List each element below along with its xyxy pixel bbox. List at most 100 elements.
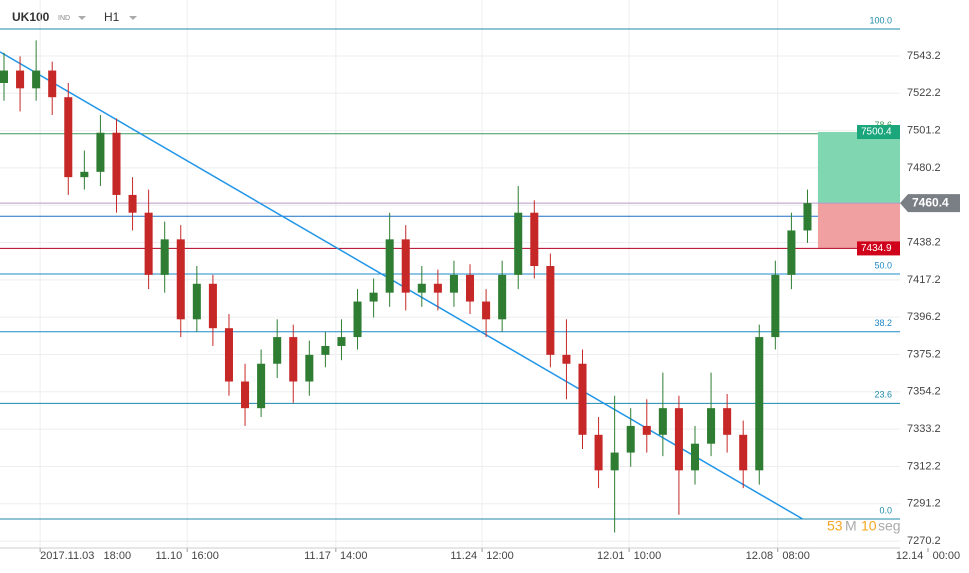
candle (594, 417, 603, 489)
countdown-minutes: 53 (827, 518, 843, 534)
x-tick-label: 11.17 14:00 (304, 550, 367, 562)
candle-body (417, 283, 426, 293)
y-tick-label: 7291.2 (907, 498, 941, 510)
current-price-label: 7460.4 (912, 195, 949, 209)
candle (642, 399, 651, 453)
candle-body (482, 301, 491, 320)
candle-body (385, 239, 394, 293)
candle-body (112, 132, 121, 195)
candle (32, 40, 41, 101)
candle (658, 372, 667, 457)
candle (224, 313, 233, 396)
countdown-minutes-unit: M (845, 518, 857, 534)
candle (787, 212, 796, 290)
candle-body (658, 408, 667, 435)
candle-body (401, 239, 410, 293)
candle-body (530, 212, 539, 267)
candle-body (723, 408, 732, 435)
x-tick-label: 12.01 10:00 (597, 550, 661, 562)
dropdown-icon[interactable] (129, 16, 137, 20)
current-price-label-bg (900, 194, 960, 213)
dropdown-icon[interactable] (78, 16, 86, 20)
y-tick-label: 7417.2 (907, 274, 941, 286)
fib-label: 50.0 (874, 260, 892, 270)
candle-body (466, 274, 475, 302)
candle (385, 212, 394, 307)
candle (546, 253, 555, 368)
y-tick-label: 7354.2 (907, 386, 941, 398)
take-profit-label: 7500.4 (861, 127, 892, 138)
stop-loss-label: 7434.9 (861, 243, 892, 254)
candle (353, 289, 362, 350)
x-tick-label: 11.10 16:00 (155, 550, 218, 562)
candle (0, 52, 9, 101)
market: IND (58, 15, 70, 22)
candle (128, 177, 137, 231)
candle-body (755, 337, 764, 471)
candle (433, 269, 442, 311)
candle-body (546, 266, 555, 355)
header: UK100 IND H1 (12, 10, 137, 24)
y-tick-label: 7501.2 (907, 125, 941, 137)
candle-body (594, 434, 603, 471)
candle-body (674, 408, 683, 471)
y-tick-label: 7543.2 (907, 50, 941, 62)
candle-body (610, 452, 619, 471)
candle (16, 56, 25, 112)
candle (498, 260, 507, 332)
candle-body (241, 381, 250, 409)
y-tick-label: 7396.2 (907, 311, 941, 323)
candle (755, 324, 764, 485)
candle (273, 319, 282, 378)
countdown-seconds-unit: seg (878, 518, 901, 534)
x-tick-label: 11.24 12:00 (450, 550, 513, 562)
countdown-seconds: 10 (861, 518, 877, 534)
candle (112, 118, 121, 213)
candle (417, 266, 426, 307)
timeframe[interactable]: H1 (104, 10, 120, 24)
fib-label: 23.6 (874, 390, 892, 400)
candle (803, 189, 812, 243)
candle (80, 150, 89, 190)
candle-body (128, 194, 137, 213)
candle (739, 420, 748, 489)
candle (610, 395, 619, 533)
candle (208, 274, 217, 346)
candle-body (160, 239, 169, 275)
candle (48, 61, 57, 115)
candle-body (707, 408, 716, 444)
candle (192, 266, 201, 332)
candle (771, 260, 780, 350)
candle-body (224, 328, 233, 382)
candle-body (289, 337, 298, 382)
candle-body (514, 212, 523, 275)
candle (690, 425, 700, 485)
countdown: 53 M 10 seg (827, 518, 901, 534)
candle-body (369, 292, 378, 302)
candle (321, 331, 330, 368)
take-profit-zone (817, 132, 900, 204)
candle-body (176, 239, 185, 320)
candle-body (16, 70, 25, 89)
candle (707, 372, 716, 457)
candle-body (578, 363, 587, 435)
fib-label: 100.0 (869, 15, 892, 25)
stop-loss-zone (817, 203, 900, 249)
candle-body (96, 132, 105, 172)
candle-body (337, 337, 346, 346)
candle-body (48, 70, 57, 98)
candle-body (626, 425, 635, 453)
candle-body (562, 354, 571, 364)
y-tick-label: 7375.2 (907, 348, 941, 360)
candle (176, 225, 185, 338)
candle-body (144, 212, 153, 275)
candle-body (64, 97, 73, 178)
candle (530, 200, 539, 279)
candle (144, 189, 153, 290)
stop-loss-label-bg (857, 241, 900, 256)
candle-body (803, 203, 812, 231)
candle-body (32, 70, 41, 89)
symbol[interactable]: UK100 (12, 10, 50, 24)
candle-body (690, 443, 700, 471)
